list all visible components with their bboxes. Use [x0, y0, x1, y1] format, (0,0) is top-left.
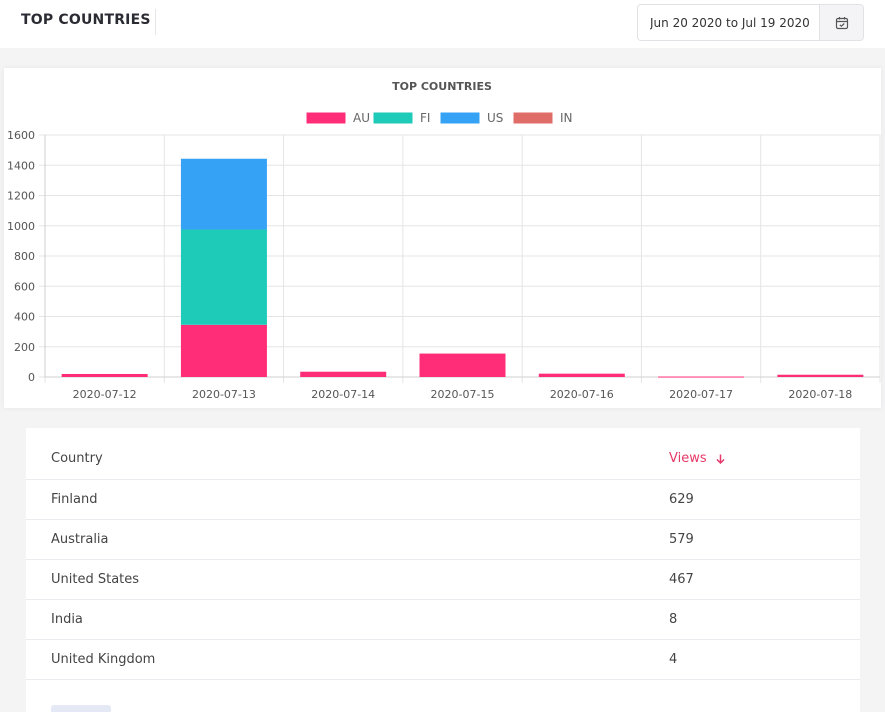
x-tick-label: 2020-07-14 [311, 388, 375, 401]
date-range-input[interactable] [638, 5, 819, 40]
column-header-views[interactable]: Views [669, 451, 707, 466]
y-tick-label: 1000 [7, 220, 35, 233]
legend-swatch-us [439, 111, 481, 125]
country-cell: United Kingdom [51, 652, 156, 667]
bar-au-2020-07-14 [300, 371, 387, 377]
bar-fi-2020-07-13 [180, 229, 267, 325]
views-cell: 467 [669, 572, 694, 587]
table-row: Australia 579 [26, 520, 860, 560]
views-cell: 579 [669, 532, 694, 547]
y-tick-label: 200 [14, 341, 35, 354]
y-tick-label: 1600 [7, 129, 35, 142]
y-tick-label: 600 [14, 280, 35, 293]
title-divider [155, 9, 156, 35]
pagination-button[interactable] [51, 705, 111, 712]
country-cell: Australia [51, 532, 109, 547]
legend-label-au: AU [353, 111, 370, 125]
table-row: United States 467 [26, 560, 860, 600]
x-tick-label: 2020-07-17 [669, 388, 733, 401]
bar-au-2020-07-13 [180, 324, 267, 377]
y-tick-label: 800 [14, 250, 35, 263]
legend-label-fi: FI [420, 111, 430, 125]
table-row: Finland 629 [26, 480, 860, 520]
chart-card: TOP COUNTRIES AU FI US IN 0 200 400 600 800 1000 12… [4, 68, 881, 408]
page-title: TOP COUNTRIES [21, 12, 151, 28]
country-cell: United States [51, 572, 140, 587]
countries-table: Country Views Finland 629 Australia 579 … [26, 428, 860, 712]
x-tick-label: 2020-07-12 [73, 388, 137, 401]
country-cell: India [51, 612, 83, 627]
bar-au-2020-07-16 [538, 373, 625, 377]
views-cell: 629 [669, 492, 694, 507]
country-cell: Finland [51, 492, 98, 507]
views-cell: 8 [669, 612, 678, 627]
x-tick-label: 2020-07-13 [192, 388, 256, 401]
legend-swatch-in [512, 111, 554, 125]
bar-au-2020-07-12 [61, 373, 148, 377]
column-header-country[interactable]: Country [51, 451, 103, 466]
y-tick-label: 0 [28, 371, 35, 384]
date-range-picker[interactable] [637, 4, 864, 41]
bar-au-2020-07-17 [658, 376, 745, 378]
y-tick-label: 400 [14, 311, 35, 324]
x-tick-label: 2020-07-16 [550, 388, 614, 401]
legend-label-in: IN [560, 111, 573, 125]
arrow-down-icon[interactable] [716, 454, 725, 464]
calendar-check-icon [835, 16, 849, 29]
top-bar: TOP COUNTRIES [0, 0, 885, 48]
y-tick-label: 1200 [7, 190, 35, 203]
bar-au-2020-07-15 [419, 353, 506, 377]
views-cell: 4 [669, 652, 678, 667]
legend-swatch-fi [372, 111, 414, 125]
x-tick-label: 2020-07-15 [431, 388, 495, 401]
bar-au-2020-07-18 [777, 374, 864, 377]
chart-title: TOP COUNTRIES [392, 80, 492, 93]
legend-label-us: US [487, 111, 503, 125]
calendar-button[interactable] [819, 5, 863, 40]
x-tick-label: 2020-07-18 [788, 388, 852, 401]
table-header-row: Country Views [26, 434, 860, 480]
bar-us-2020-07-13 [180, 158, 267, 230]
y-tick-label: 1400 [7, 159, 35, 172]
table-row: India 8 [26, 600, 860, 640]
legend-swatch-au [305, 111, 347, 125]
top-countries-chart: TOP COUNTRIES AU FI US IN 0 200 400 600 800 1000 12… [7, 80, 881, 401]
table-row: United Kingdom 4 [26, 640, 860, 680]
